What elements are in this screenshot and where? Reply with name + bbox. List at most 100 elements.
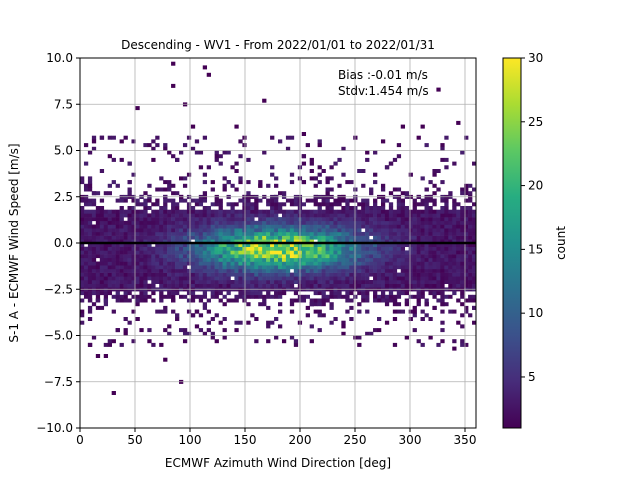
- heatmap-cell: [214, 198, 219, 203]
- heatmap-cell: [258, 272, 263, 277]
- heatmap-cell: [345, 250, 350, 255]
- heatmap-cell: [444, 257, 449, 262]
- heatmap-cell: [472, 209, 477, 214]
- heatmap-cell: [345, 224, 350, 229]
- heatmap-cell: [230, 280, 235, 284]
- heatmap-cell: [285, 135, 291, 140]
- heatmap-cell: [226, 150, 231, 155]
- heatmap-cell: [392, 272, 398, 277]
- heatmap-cell: [400, 220, 406, 225]
- heatmap-cell: [329, 268, 334, 273]
- heatmap-cell: [424, 302, 429, 307]
- y-axis-label: S-1 A - ECMWF Wind Speed [m/s]: [7, 143, 21, 342]
- heatmap-cell: [428, 268, 433, 273]
- heatmap-cell: [369, 331, 374, 336]
- heatmap-cell: [361, 239, 366, 244]
- heatmap-cell: [357, 342, 362, 347]
- heatmap-cell: [238, 294, 243, 299]
- heatmap-cell: [317, 217, 322, 222]
- heatmap-cell: [167, 272, 172, 277]
- heatmap-cell: [250, 202, 255, 207]
- y-tick-label: −5.0: [44, 329, 73, 343]
- heatmap-cell: [408, 280, 413, 284]
- heatmap-cell: [242, 143, 247, 148]
- heatmap-cell: [361, 231, 366, 236]
- heatmap-cell: [448, 250, 453, 255]
- heatmap-cell: [325, 209, 330, 214]
- heatmap-cell: [107, 250, 112, 255]
- heatmap-cell: [468, 217, 473, 222]
- heatmap-cell: [289, 172, 295, 177]
- heatmap-cell: [432, 265, 437, 270]
- heatmap-cell: [357, 235, 362, 240]
- heatmap-cell: [396, 243, 402, 247]
- heatmap-cell: [159, 272, 164, 277]
- heatmap-cell: [301, 276, 307, 281]
- heatmap-cell: [341, 209, 346, 214]
- heatmap-cell: [246, 280, 251, 284]
- heatmap-cell: [83, 272, 89, 277]
- heatmap-cell: [107, 280, 112, 284]
- heatmap-cell: [329, 206, 334, 210]
- heatmap-cell: [317, 291, 322, 296]
- heatmap-cell: [234, 328, 239, 333]
- heatmap-cell: [182, 265, 188, 270]
- heatmap-cell: [202, 246, 208, 251]
- heatmap-cell: [274, 231, 279, 236]
- heatmap-cell: [440, 294, 445, 299]
- heatmap-cell: [91, 257, 97, 262]
- heatmap-cell: [408, 254, 413, 259]
- heatmap-cell: [472, 243, 477, 247]
- heatmap-cell: [357, 228, 362, 233]
- heatmap-cell: [349, 228, 354, 233]
- heatmap-outlier-cell: [301, 132, 307, 136]
- heatmap-cell: [262, 276, 267, 281]
- heatmap-cell: [226, 276, 231, 281]
- heatmap-cell: [111, 135, 116, 140]
- heatmap-cell: [115, 246, 120, 251]
- heatmap-cell: [167, 276, 172, 281]
- heatmap-cell: [258, 228, 263, 233]
- heatmap-cell: [345, 291, 350, 296]
- heatmap-cell: [190, 235, 196, 240]
- heatmap-cell: [333, 294, 338, 299]
- heatmap-cell: [127, 187, 132, 192]
- heatmap-cell: [202, 235, 208, 240]
- heatmap-cell: [80, 243, 85, 247]
- heatmap-cell: [412, 239, 417, 244]
- heatmap-cell: [87, 213, 93, 218]
- heatmap-cell: [468, 198, 473, 203]
- heatmap-cell: [83, 283, 89, 288]
- heatmap-cell: [325, 239, 330, 244]
- heatmap-cell: [472, 239, 477, 244]
- heatmap-cell: [262, 302, 267, 307]
- heatmap-cell: [313, 176, 318, 181]
- heatmap-cell: [365, 283, 370, 288]
- stdv-annotation: Stdv:1.454 m/s: [338, 84, 429, 98]
- heatmap-cell: [80, 276, 85, 281]
- heatmap-cell: [147, 265, 152, 270]
- heatmap-cell: [293, 250, 299, 255]
- heatmap-cell: [163, 280, 168, 284]
- heatmap-cell: [214, 250, 219, 255]
- heatmap-cell: [440, 291, 445, 296]
- heatmap-cell: [289, 180, 295, 185]
- heatmap-cell: [238, 217, 243, 222]
- heatmap-cell: [91, 276, 97, 281]
- heatmap-cell: [349, 217, 354, 222]
- heatmap-cell: [392, 213, 398, 218]
- heatmap-cell: [151, 291, 156, 296]
- heatmap-cell: [103, 243, 109, 247]
- heatmap-cell: [266, 265, 271, 270]
- heatmap-cell: [448, 272, 453, 277]
- heatmap-cell: [321, 217, 326, 222]
- heatmap-cell: [91, 217, 97, 222]
- heatmap-cell: [230, 206, 235, 210]
- heatmap-cell: [198, 294, 204, 299]
- heatmap-cell: [238, 154, 243, 159]
- heatmap-cell: [361, 209, 366, 214]
- heatmap-cell: [163, 180, 168, 185]
- heatmap-cell: [317, 165, 322, 170]
- heatmap-cell: [238, 228, 243, 233]
- heatmap-cell: [432, 250, 437, 255]
